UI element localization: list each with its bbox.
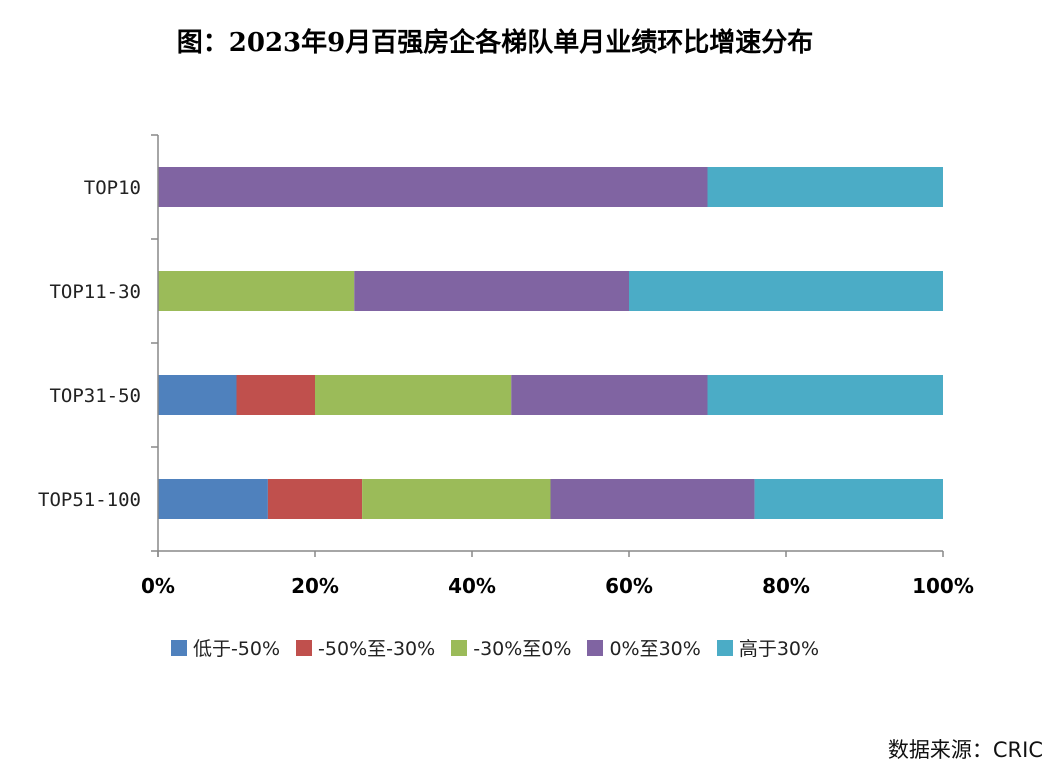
source-note: 数据来源：CRIC	[887, 738, 1043, 762]
legend-swatch	[451, 639, 468, 656]
legend-label: 低于-50%	[192, 638, 281, 660]
bar-segment-3-2	[362, 479, 551, 519]
legend-item: 低于-50%	[170, 634, 281, 661]
x-tick-label: 80%	[762, 574, 810, 598]
y-tick-label: TOP31-50	[49, 385, 141, 407]
legend-label: -30%至0%	[473, 638, 572, 660]
bar-segment-3-4	[754, 479, 943, 519]
legend-item: 高于30%	[716, 634, 820, 661]
bar-segment-2-0	[158, 375, 237, 415]
x-tick-label: 100%	[912, 574, 974, 598]
bar-segment-2-3	[511, 375, 708, 415]
y-tick-label: TOP51-100	[38, 489, 141, 511]
legend-item: -30%至0%	[451, 634, 571, 661]
legend-item: -50%至-30%	[296, 634, 435, 661]
legend-swatch	[296, 639, 313, 656]
legend-swatch	[170, 639, 187, 656]
labels-layer: TOP10 TOP11-30 TOP31-50 TOP51-100 0% 20% 40% 60…	[38, 177, 974, 598]
bar-segment-1-4	[629, 271, 943, 311]
bar-segment-0-3	[158, 167, 708, 207]
legend-item: 0%至30%	[587, 634, 701, 661]
bar-segment-2-2	[315, 375, 512, 415]
legend-label: 高于30%	[738, 638, 820, 660]
x-tick-label: 60%	[605, 574, 653, 598]
y-tick-label: TOP10	[84, 177, 141, 199]
bars-layer	[158, 167, 943, 519]
bar-segment-1-2	[158, 271, 355, 311]
legend-label: -50%至-30%	[318, 638, 436, 660]
axes-layer	[151, 134, 944, 557]
bar-segment-3-3	[550, 479, 755, 519]
y-tick-label: TOP11-30	[49, 281, 141, 303]
bar-segment-2-1	[236, 375, 315, 415]
x-tick-label: 0%	[141, 574, 175, 598]
legend-label: 0%至30%	[609, 638, 701, 660]
legend-swatch	[716, 639, 733, 656]
bar-segment-1-3	[354, 271, 629, 311]
bar-segment-0-4	[707, 167, 943, 207]
x-tick-label: 40%	[448, 574, 496, 598]
bar-segment-3-0	[158, 479, 268, 519]
x-tick-label: 20%	[291, 574, 339, 598]
chart-legend: 低于-50% -50%至-30% -30%至0% 0%至30% 高于30%	[0, 634, 990, 661]
chart-title: 图：2023年9月百强房企各梯队单月业绩环比增速分布	[176, 28, 814, 58]
bar-segment-2-4	[707, 375, 943, 415]
legend-swatch	[587, 639, 604, 656]
bar-segment-3-1	[267, 479, 363, 519]
